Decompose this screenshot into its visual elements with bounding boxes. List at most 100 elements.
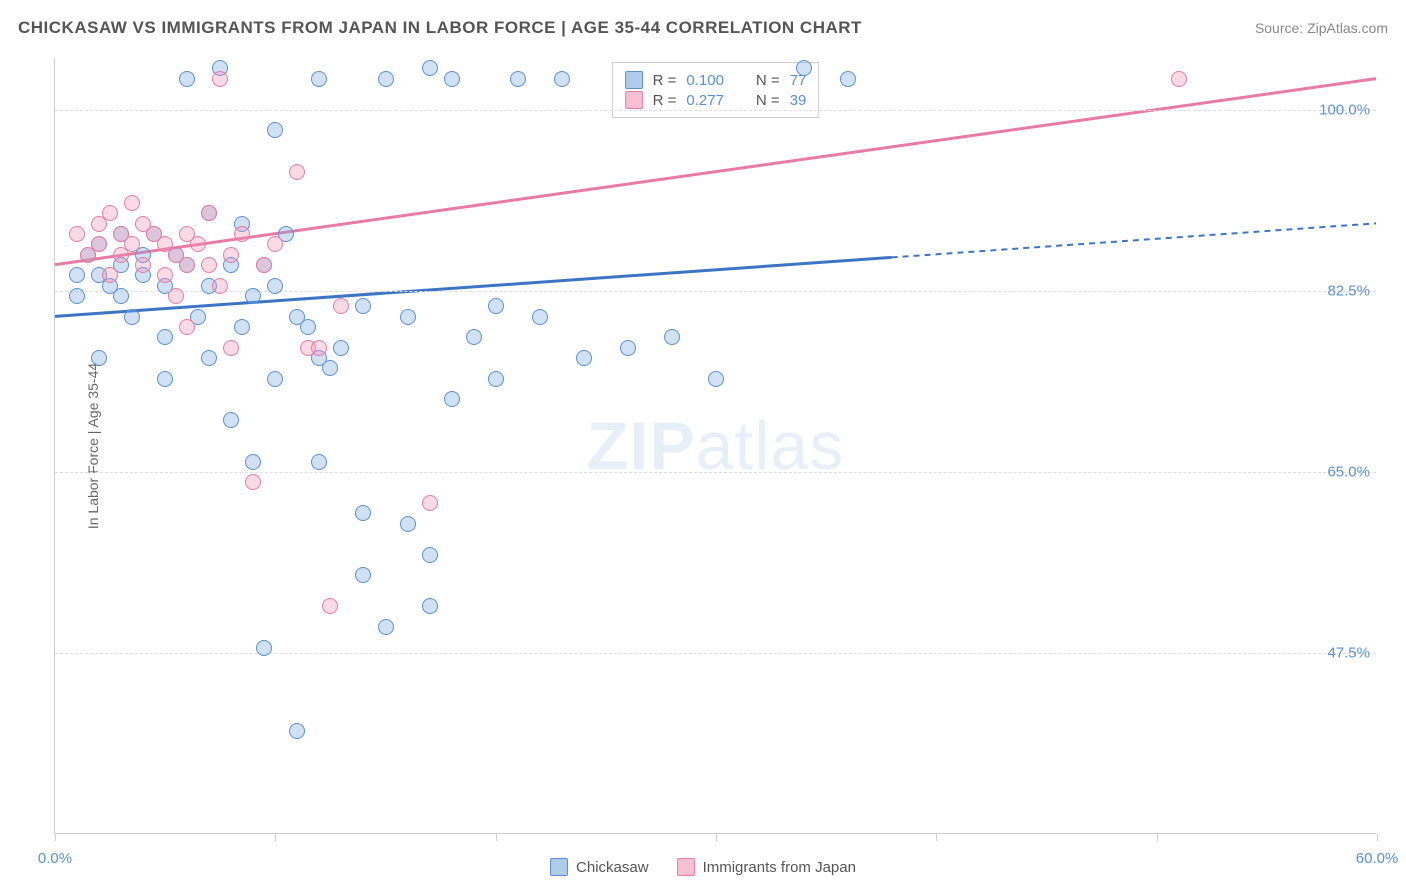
xtick	[1157, 833, 1158, 841]
ytick-label: 65.0%	[1327, 463, 1370, 480]
scatter-point	[311, 71, 327, 87]
scatter-point	[102, 267, 118, 283]
swatch-pink-icon	[625, 91, 643, 109]
scatter-point	[168, 288, 184, 304]
scatter-point	[355, 567, 371, 583]
scatter-point	[113, 288, 129, 304]
scatter-point	[355, 505, 371, 521]
scatter-point	[267, 122, 283, 138]
scatter-point	[256, 257, 272, 273]
scatter-point	[267, 278, 283, 294]
scatter-point	[179, 71, 195, 87]
gridline-h	[55, 472, 1376, 473]
scatter-point	[444, 391, 460, 407]
scatter-point	[212, 71, 228, 87]
scatter-point	[69, 226, 85, 242]
scatter-point	[488, 371, 504, 387]
xtick	[496, 833, 497, 841]
scatter-point	[179, 257, 195, 273]
scatter-point	[212, 278, 228, 294]
scatter-point	[245, 288, 261, 304]
scatter-point	[378, 71, 394, 87]
swatch-blue-icon	[625, 71, 643, 89]
stats-row-pink: R = 0.277 N = 39	[625, 91, 807, 109]
swatch-pink-icon	[677, 858, 695, 876]
scatter-point	[311, 340, 327, 356]
xtick	[55, 833, 56, 841]
scatter-point	[234, 319, 250, 335]
scatter-point	[201, 350, 217, 366]
scatter-point	[311, 454, 327, 470]
scatter-point	[576, 350, 592, 366]
scatter-point	[355, 298, 371, 314]
chart-title: CHICKASAW VS IMMIGRANTS FROM JAPAN IN LA…	[18, 18, 862, 38]
scatter-point	[322, 598, 338, 614]
scatter-point	[124, 236, 140, 252]
scatter-point	[422, 547, 438, 563]
xtick-label: 60.0%	[1356, 850, 1399, 867]
scatter-point	[256, 640, 272, 656]
scatter-point	[157, 371, 173, 387]
scatter-point	[135, 257, 151, 273]
scatter-point	[157, 329, 173, 345]
xtick-label: 0.0%	[38, 850, 72, 867]
scatter-point	[267, 371, 283, 387]
scatter-point	[124, 195, 140, 211]
scatter-point	[245, 454, 261, 470]
title-bar: CHICKASAW VS IMMIGRANTS FROM JAPAN IN LA…	[18, 18, 1388, 38]
stats-row-blue: R = 0.100 N = 77	[625, 71, 807, 89]
scatter-point	[466, 329, 482, 345]
scatter-point	[267, 236, 283, 252]
scatter-point	[708, 371, 724, 387]
ytick-label: 47.5%	[1327, 644, 1370, 661]
scatter-point	[422, 60, 438, 76]
scatter-point	[510, 71, 526, 87]
scatter-point	[444, 71, 460, 87]
scatter-point	[223, 340, 239, 356]
scatter-point	[223, 247, 239, 263]
scatter-point	[300, 319, 316, 335]
scatter-point	[102, 205, 118, 221]
scatter-point	[223, 412, 239, 428]
scatter-point	[554, 71, 570, 87]
xtick	[275, 833, 276, 841]
scatter-point	[796, 60, 812, 76]
scatter-point	[201, 257, 217, 273]
plot-area: ZIPatlas R = 0.100 N = 77 R = 0.277 N = …	[54, 58, 1376, 834]
ytick-label: 100.0%	[1319, 101, 1370, 118]
scatter-point	[69, 267, 85, 283]
scatter-point	[532, 309, 548, 325]
scatter-point	[333, 340, 349, 356]
ytick-label: 82.5%	[1327, 282, 1370, 299]
scatter-point	[1171, 71, 1187, 87]
scatter-point	[422, 598, 438, 614]
trend-lines	[55, 58, 1376, 833]
gridline-h	[55, 653, 1376, 654]
scatter-point	[91, 350, 107, 366]
scatter-point	[289, 723, 305, 739]
legend-item-blue: Chickasaw	[550, 858, 649, 876]
scatter-point	[69, 288, 85, 304]
bottom-legend: Chickasaw Immigrants from Japan	[550, 858, 856, 876]
scatter-point	[322, 360, 338, 376]
scatter-point	[234, 226, 250, 242]
scatter-point	[157, 267, 173, 283]
source-label: Source: ZipAtlas.com	[1255, 20, 1388, 36]
scatter-point	[124, 309, 140, 325]
swatch-blue-icon	[550, 858, 568, 876]
xtick	[716, 833, 717, 841]
xtick	[1377, 833, 1378, 841]
scatter-point	[422, 495, 438, 511]
scatter-point	[201, 205, 217, 221]
scatter-point	[333, 298, 349, 314]
scatter-point	[378, 619, 394, 635]
scatter-point	[400, 309, 416, 325]
scatter-point	[620, 340, 636, 356]
scatter-point	[840, 71, 856, 87]
scatter-point	[664, 329, 680, 345]
scatter-point	[400, 516, 416, 532]
scatter-point	[190, 236, 206, 252]
scatter-point	[91, 236, 107, 252]
scatter-point	[245, 474, 261, 490]
xtick	[936, 833, 937, 841]
